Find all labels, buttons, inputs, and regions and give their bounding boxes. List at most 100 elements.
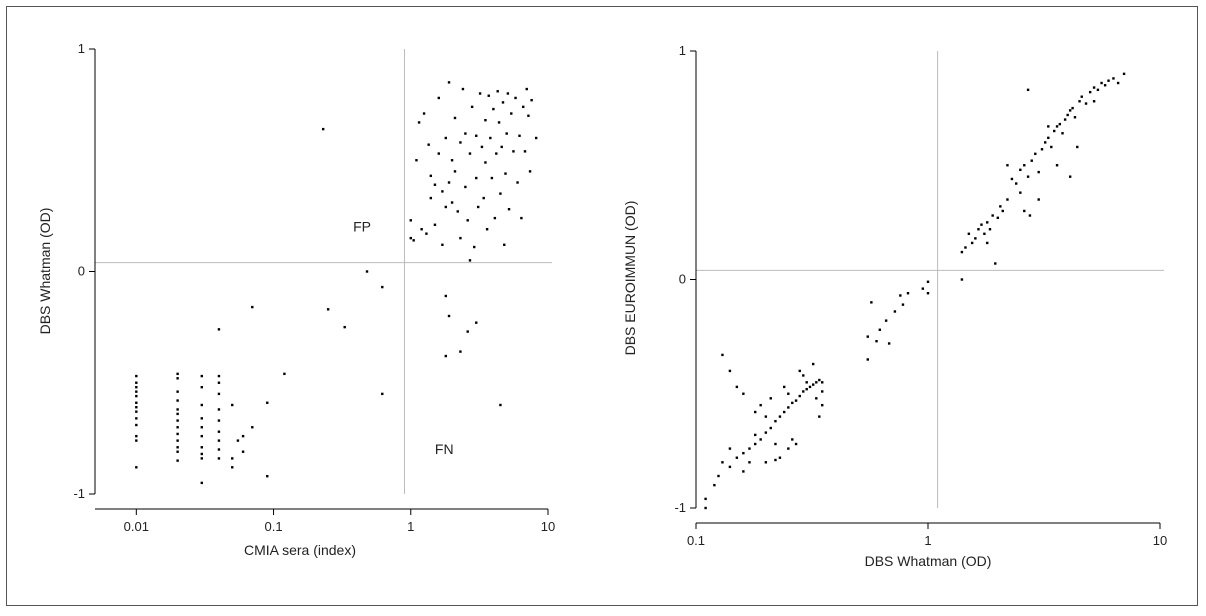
left-data-point (427, 143, 430, 146)
right-data-point (778, 415, 782, 418)
right-data-point (1116, 81, 1120, 85)
left-data-point (251, 426, 254, 429)
left-data-point (415, 159, 418, 162)
left-data-point (527, 114, 530, 117)
left-data-point (231, 466, 234, 469)
right-data-point (794, 399, 798, 402)
left-data-point (135, 386, 138, 389)
left-data-point (528, 170, 532, 173)
left-data-point (200, 374, 203, 378)
left-data-point (456, 210, 459, 213)
left-data-point (512, 150, 515, 153)
left-data-point (326, 308, 330, 311)
left-data-point (433, 183, 437, 186)
right-data-point (774, 419, 777, 423)
right-data-point (1055, 164, 1059, 167)
right-data-point (980, 223, 983, 226)
left-data-point (506, 92, 510, 95)
right-data-point (866, 358, 869, 361)
left-annotation-fn: FN (435, 441, 454, 457)
left-data-point (489, 136, 492, 140)
left-data-point (504, 172, 507, 175)
right-data-point (769, 426, 772, 430)
right-data-point (986, 221, 989, 224)
right-data-point (1047, 125, 1050, 128)
right-data-point (818, 415, 821, 418)
left-data-point (266, 401, 269, 404)
left-data-point (503, 243, 506, 246)
left-data-point (381, 392, 384, 396)
right-data-point (1037, 198, 1040, 201)
right-data-point (878, 328, 882, 331)
left-data-point (476, 205, 480, 209)
right-data-point (735, 456, 739, 459)
left-data-point (525, 87, 528, 91)
left-data-point (464, 185, 467, 189)
right-data-point (754, 442, 757, 446)
left-data-point (444, 136, 448, 140)
left-data-point (520, 216, 523, 220)
left-data-point (176, 439, 179, 442)
right-data-point (901, 303, 905, 306)
left-y-tick-label: -1 (73, 486, 85, 501)
right-data-point (1058, 122, 1062, 126)
left-annotation-fp: FP (353, 218, 371, 234)
right-data-point (778, 456, 782, 459)
left-data-point (135, 381, 138, 384)
right-data-point (787, 392, 790, 395)
left-data-point (217, 448, 221, 451)
left-data-point (459, 236, 462, 240)
right-y-tick-label: 0 (679, 272, 686, 287)
right-data-point (1023, 164, 1026, 167)
right-data-point (1063, 118, 1067, 121)
left-data-point (283, 372, 286, 376)
left-data-point (176, 377, 179, 380)
right-data-point (1068, 109, 1072, 112)
left-x-tick-label: 10 (541, 519, 555, 534)
left-data-point (409, 219, 412, 222)
right-data-point (1080, 95, 1083, 98)
left-data-point (409, 236, 412, 240)
left-data-point (200, 457, 203, 460)
right-data-point (1028, 214, 1032, 217)
right-data-point (1006, 198, 1009, 201)
right-y-tick-label: 1 (679, 43, 686, 58)
left-data-point (484, 161, 487, 164)
right-data-point (999, 205, 1002, 208)
left-y-tick-label: 1 (78, 41, 85, 56)
left-data-point (480, 145, 484, 149)
right-data-point (798, 369, 801, 373)
right-data-point (1066, 113, 1069, 117)
left-data-point (135, 423, 138, 427)
right-data-point (1019, 191, 1022, 194)
left-data-point (437, 152, 440, 155)
left-data-point (493, 216, 497, 220)
right-data-point (742, 392, 745, 395)
left-data-point (200, 426, 203, 429)
right-data-point (1001, 209, 1004, 213)
left-data-point (200, 417, 203, 420)
right-data-point (870, 301, 873, 304)
right-data-point (1019, 168, 1022, 172)
left-data-point (487, 94, 490, 97)
right-data-point (1030, 159, 1033, 162)
right-data-point (821, 403, 824, 407)
right-data-point (728, 369, 732, 373)
left-data-point (135, 374, 138, 378)
left-data-point (447, 81, 451, 84)
right-data-point (748, 447, 751, 450)
right-data-point (1071, 106, 1074, 110)
left-data-point (484, 119, 487, 122)
left-data-point (231, 457, 234, 460)
left-data-point (135, 410, 138, 413)
right-data-point (821, 381, 824, 384)
right-data-point (1092, 86, 1096, 89)
left-data-point (176, 419, 179, 422)
right-y-tick-label: -1 (674, 500, 686, 515)
right-data-point (774, 442, 777, 446)
left-data-point (217, 381, 221, 384)
left-data-point (475, 134, 478, 137)
left-data-point (251, 305, 254, 309)
right-data-point (764, 431, 768, 434)
